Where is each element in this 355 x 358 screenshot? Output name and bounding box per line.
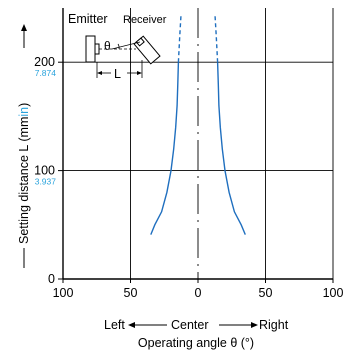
emitter-lens <box>94 43 100 55</box>
x-tick-label: 100 <box>323 286 344 300</box>
distance-label: L <box>114 67 121 81</box>
x-tick-label: 0 <box>195 286 202 300</box>
curves <box>150 13 246 235</box>
curve-right-solid <box>216 62 246 235</box>
emitter-label: Emitter <box>68 12 108 26</box>
x-axis-label: Operating angle θ (°) <box>138 336 254 350</box>
y-tick-label: 100 <box>34 164 55 178</box>
y-tick-label: 200 <box>34 55 55 69</box>
receiver-block <box>133 35 161 65</box>
dimension-arrow-right <box>137 71 142 75</box>
direction-right-label: Right <box>259 318 289 332</box>
x-tick-label: 50 <box>259 286 273 300</box>
angle-arc <box>117 43 120 50</box>
direction-left-arrowhead <box>128 322 135 328</box>
emitter-block <box>85 35 96 63</box>
x-tick-label: 50 <box>124 286 138 300</box>
receiver-label: Receiver <box>123 14 167 26</box>
curve-left-dashed <box>177 13 182 63</box>
y-tick-sublabel: 3.937 <box>35 177 57 187</box>
dimension-arrow-left <box>97 71 102 75</box>
curve-right-dashed <box>214 13 219 63</box>
y-tick-label: 0 <box>48 272 55 286</box>
sensor-diagram: Emitter Receiver θ L <box>68 12 167 81</box>
y-label-arrowhead <box>21 24 27 31</box>
x-tick-label: 100 <box>53 286 74 300</box>
y-axis-label: Setting distance L (mmin) <box>17 103 31 244</box>
direction-center-label: Center <box>171 318 209 332</box>
curve-left-solid <box>150 62 180 235</box>
theta-label: θ <box>104 39 111 53</box>
direction-right-arrowhead <box>251 322 258 328</box>
y-axis-label-group: Setting distance L (mmin) <box>17 24 31 268</box>
direction-left-label: Left <box>104 318 125 332</box>
y-axis-unit-in: in <box>17 107 31 117</box>
beam-line <box>111 41 141 50</box>
direction-labels: Left Center Right <box>104 318 289 332</box>
y-tick-sublabel: 7.874 <box>35 68 57 78</box>
